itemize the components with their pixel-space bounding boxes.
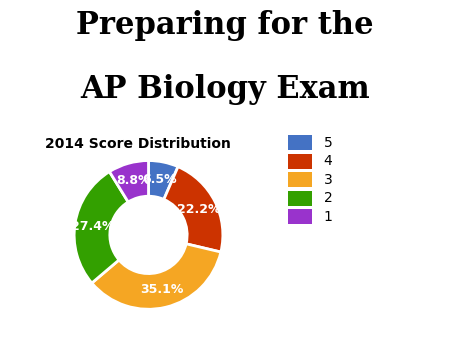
Text: Preparing for the: Preparing for the <box>76 10 374 41</box>
Text: 27.4%: 27.4% <box>71 220 114 233</box>
Wedge shape <box>164 167 223 252</box>
FancyBboxPatch shape <box>288 154 312 169</box>
FancyBboxPatch shape <box>288 172 312 187</box>
Wedge shape <box>148 161 178 199</box>
FancyBboxPatch shape <box>288 191 312 206</box>
Wedge shape <box>74 172 128 283</box>
Text: 1: 1 <box>324 210 333 224</box>
Text: 3: 3 <box>324 173 333 187</box>
FancyBboxPatch shape <box>288 135 312 150</box>
Wedge shape <box>109 161 148 202</box>
Wedge shape <box>92 244 221 309</box>
Text: 2: 2 <box>324 191 333 205</box>
Text: 5: 5 <box>324 136 333 150</box>
Text: 35.1%: 35.1% <box>140 283 184 296</box>
Text: 8.8%: 8.8% <box>116 174 150 187</box>
Text: 6.5%: 6.5% <box>143 173 177 186</box>
Text: 4: 4 <box>324 154 333 168</box>
FancyBboxPatch shape <box>288 209 312 224</box>
Text: 2014 Score Distribution: 2014 Score Distribution <box>45 137 231 151</box>
Text: AP Biology Exam: AP Biology Exam <box>80 74 370 105</box>
Text: 22.2%: 22.2% <box>177 203 221 216</box>
